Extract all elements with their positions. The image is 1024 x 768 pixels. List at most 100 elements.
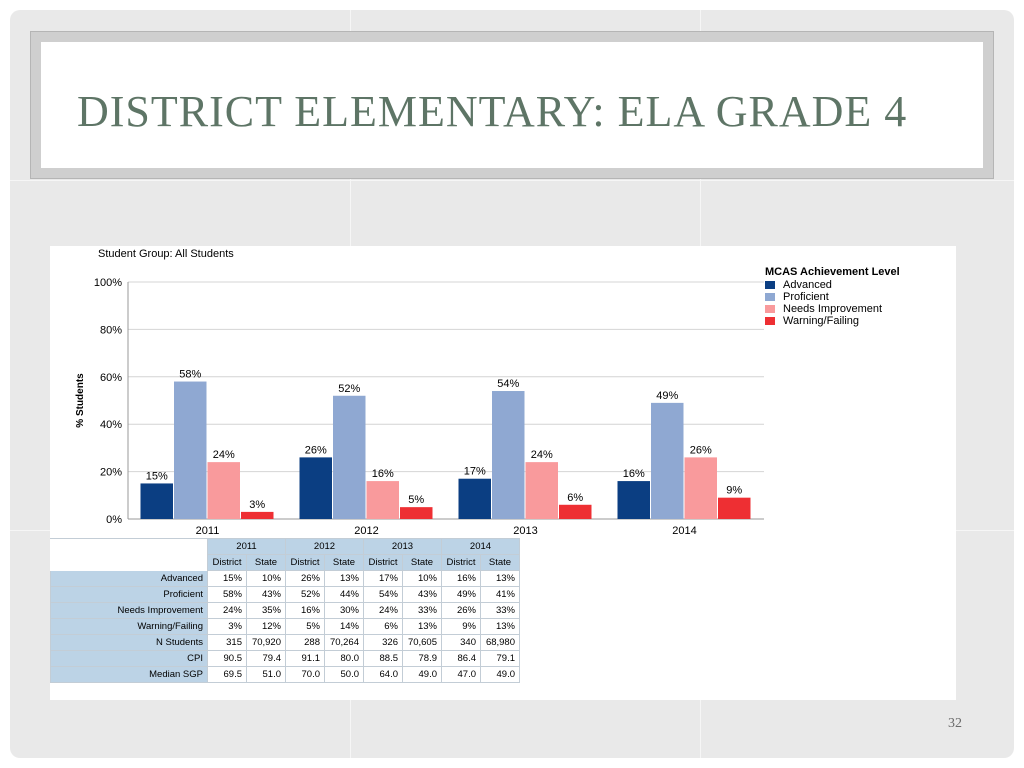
- data-label: 16%: [372, 468, 394, 480]
- y-tick-label: 100%: [94, 277, 122, 289]
- table-cell: 69.5: [207, 666, 247, 683]
- year-header: 2012: [285, 538, 364, 555]
- year-header: 2013: [363, 538, 442, 555]
- table-cell: 78.9: [402, 650, 442, 667]
- bar-chart: 0% 20% 40% 60% 80% 100% % Students 2011 15% 58% 24…: [75, 277, 764, 536]
- table-cell: 54%: [363, 586, 403, 603]
- column-header: District: [363, 554, 403, 571]
- data-label: 24%: [531, 449, 553, 461]
- legend-swatch-warning-failing: [765, 317, 775, 325]
- bar-advanced: [617, 481, 650, 519]
- bar-warning-failing: [718, 497, 751, 519]
- table-cell: 288: [285, 634, 325, 651]
- data-label: 58%: [179, 369, 201, 381]
- table-corner: [50, 554, 208, 571]
- bar-needs-improvement: [366, 481, 399, 519]
- bar-needs-improvement: [684, 457, 717, 519]
- row-header: CPI: [50, 650, 208, 667]
- table-cell: 70,605: [402, 634, 442, 651]
- table-cell: 49%: [441, 586, 481, 603]
- column-header: District: [441, 554, 481, 571]
- legend-label: Needs Improvement: [783, 303, 883, 315]
- chart-legend: MCAS Achievement Level Advanced Proficie…: [765, 266, 900, 327]
- bar-advanced: [458, 478, 491, 519]
- table-cell: 33%: [402, 602, 442, 619]
- y-tick-label: 0%: [106, 514, 122, 526]
- row-header: Proficient: [50, 586, 208, 603]
- table-cell: 16%: [285, 602, 325, 619]
- table-cell: 10%: [246, 570, 286, 587]
- table-cell: 49.0: [480, 666, 520, 683]
- data-label: 3%: [249, 499, 265, 511]
- table-cell: 3%: [207, 618, 247, 635]
- x-tick-label: 2011: [196, 525, 220, 536]
- column-header: District: [207, 554, 247, 571]
- column-header: State: [480, 554, 520, 571]
- table-row: N Students 315 70,920 288 70,264 326 70,605 340…: [50, 634, 520, 651]
- table-cell: 49.0: [402, 666, 442, 683]
- legend-item-advanced: Advanced: [765, 279, 900, 291]
- column-header: District: [285, 554, 325, 571]
- chart-panel: Student Group: All Students 0% 20% 40% 60% 8…: [50, 246, 956, 700]
- title-frame: DISTRICT ELEMENTARY: ELA GRADE 4: [30, 31, 994, 179]
- student-group-label: Student Group: All Students: [98, 248, 234, 260]
- table-cell: 5%: [285, 618, 325, 635]
- bar-warning-failing: [241, 511, 274, 519]
- y-axis-label: % Students: [75, 373, 86, 428]
- table-cell: 24%: [363, 602, 403, 619]
- data-label: 54%: [497, 378, 519, 390]
- table-header-groups: District State District State District S…: [50, 554, 520, 571]
- legend-label: Proficient: [783, 291, 829, 303]
- table-cell: 17%: [363, 570, 403, 587]
- table-cell: 26%: [441, 602, 481, 619]
- bar-proficient: [651, 402, 684, 519]
- table-row: Advanced 15% 10% 26% 13% 17% 10% 16% 13%: [50, 570, 520, 587]
- data-label: 5%: [408, 494, 424, 506]
- bar-warning-failing: [559, 504, 592, 519]
- table-cell: 315: [207, 634, 247, 651]
- data-label: 15%: [146, 470, 168, 482]
- data-label: 17%: [464, 466, 486, 478]
- table-cell: 35%: [246, 602, 286, 619]
- x-tick-label: 2014: [672, 525, 696, 536]
- table-cell: 12%: [246, 618, 286, 635]
- table-cell: 47.0: [441, 666, 481, 683]
- table-row: Median SGP 69.5 51.0 70.0 50.0 64.0 49.0 47.0 49…: [50, 666, 520, 683]
- table-row: Warning/Failing 3% 12% 5% 14% 6% 13% 9% 13%: [50, 618, 520, 635]
- data-label: 26%: [690, 444, 712, 456]
- legend-title: MCAS Achievement Level: [765, 266, 900, 278]
- table-corner: [50, 538, 208, 555]
- row-header: N Students: [50, 634, 208, 651]
- table-row: Proficient 58% 43% 52% 44% 54% 43% 49% 41%: [50, 586, 520, 603]
- y-tick-label: 20%: [100, 467, 122, 479]
- table-cell: 50.0: [324, 666, 364, 683]
- bar-proficient: [333, 395, 366, 519]
- table-cell: 44%: [324, 586, 364, 603]
- x-tick-label: 2013: [513, 525, 537, 536]
- table-cell: 51.0: [246, 666, 286, 683]
- table-cell: 9%: [441, 618, 481, 635]
- table-cell: 80.0: [324, 650, 364, 667]
- table-cell: 79.4: [246, 650, 286, 667]
- year-header: 2014: [441, 538, 520, 555]
- column-header: State: [246, 554, 286, 571]
- table-cell: 79.1: [480, 650, 520, 667]
- table-cell: 52%: [285, 586, 325, 603]
- table-cell: 70,920: [246, 634, 286, 651]
- table-cell: 6%: [363, 618, 403, 635]
- table-cell: 91.1: [285, 650, 325, 667]
- table-body: Advanced 15% 10% 26% 13% 17% 10% 16% 13% Proficie…: [50, 570, 520, 683]
- table-cell: 43%: [246, 586, 286, 603]
- data-label: 26%: [305, 444, 327, 456]
- slide-title: DISTRICT ELEMENTARY: ELA GRADE 4: [77, 87, 908, 136]
- table-cell: 64.0: [363, 666, 403, 683]
- bar-needs-improvement: [207, 462, 240, 519]
- x-tick-label: 2012: [354, 525, 378, 536]
- bar-advanced: [299, 457, 332, 519]
- table-cell: 13%: [324, 570, 364, 587]
- data-label: 24%: [213, 449, 235, 461]
- table-cell: 14%: [324, 618, 364, 635]
- legend-swatch-advanced: [765, 281, 775, 289]
- row-header: Warning/Failing: [50, 618, 208, 635]
- table-cell: 33%: [480, 602, 520, 619]
